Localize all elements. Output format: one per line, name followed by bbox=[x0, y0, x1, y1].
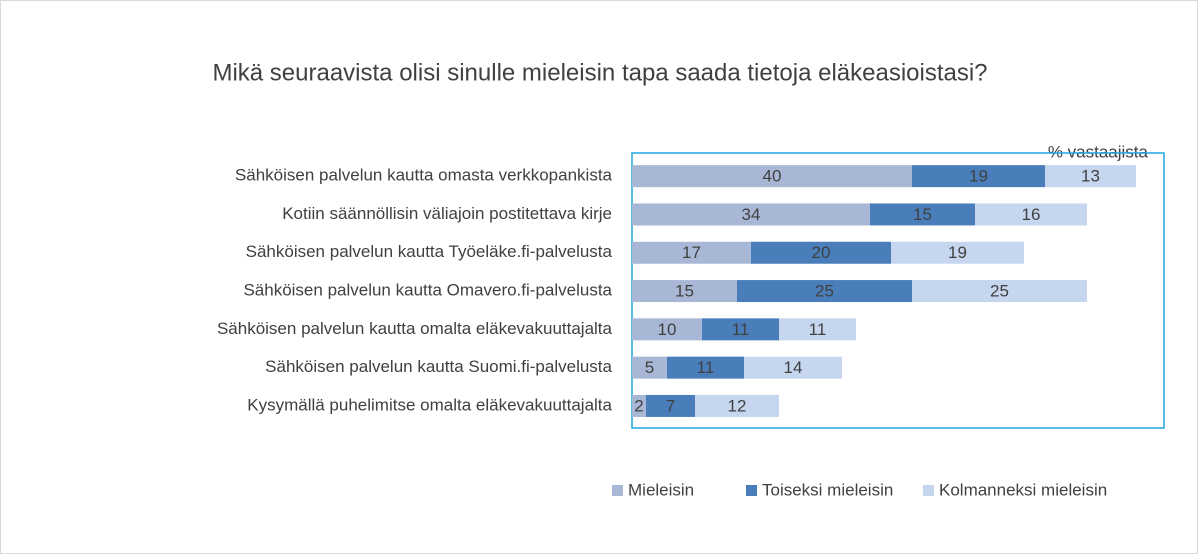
bar-segment bbox=[751, 241, 891, 264]
value-label: 34 bbox=[742, 205, 761, 224]
bar-segment bbox=[737, 280, 912, 303]
legend-label: Kolmanneksi mieleisin bbox=[939, 480, 1107, 499]
value-label: 25 bbox=[990, 282, 1009, 301]
bar-segment bbox=[870, 203, 975, 226]
category-label: Kysymällä puhelimitse omalta eläkevakuut… bbox=[247, 395, 612, 414]
value-label: 13 bbox=[1081, 167, 1100, 186]
bar-segment bbox=[702, 318, 779, 341]
bar-segment bbox=[632, 394, 646, 417]
chart-subtitle: % vastaajista bbox=[1048, 142, 1149, 161]
legend-label: Mieleisin bbox=[628, 480, 694, 499]
bar-segment bbox=[912, 165, 1045, 188]
value-label: 2 bbox=[634, 396, 643, 415]
value-label: 19 bbox=[969, 167, 988, 186]
value-label: 7 bbox=[666, 396, 675, 415]
bar-segment bbox=[667, 356, 744, 379]
category-label: Sähköisen palvelun kautta Työeläke.fi-pa… bbox=[246, 242, 613, 261]
category-label: Sähköisen palvelun kautta omalta eläkeva… bbox=[217, 319, 613, 338]
chart-title: Mikä seuraavista olisi sinulle mieleisin… bbox=[212, 59, 987, 86]
legend-swatch bbox=[612, 485, 623, 496]
category-label: Kotiin säännöllisin väliajoin postitetta… bbox=[282, 204, 612, 223]
legend-label: Toiseksi mieleisin bbox=[762, 480, 893, 499]
value-label: 11 bbox=[732, 320, 750, 339]
value-label: 11 bbox=[697, 358, 715, 377]
bar-segment bbox=[632, 203, 870, 226]
bar-segment bbox=[891, 241, 1024, 264]
value-label: 15 bbox=[913, 205, 932, 224]
category-label: Sähköisen palvelun kautta omasta verkkop… bbox=[235, 166, 613, 185]
value-label: 10 bbox=[658, 320, 677, 339]
value-label: 5 bbox=[645, 358, 654, 377]
bar-segment bbox=[695, 394, 779, 417]
value-label: 14 bbox=[784, 358, 803, 377]
value-label: 20 bbox=[812, 243, 831, 262]
bar-segment bbox=[646, 394, 695, 417]
category-label: Sähköisen palvelun kautta Omavero.fi-pal… bbox=[243, 281, 612, 300]
value-label: 15 bbox=[675, 282, 694, 301]
bar-segment bbox=[975, 203, 1087, 226]
value-label: 12 bbox=[728, 396, 747, 415]
bar-segment bbox=[632, 165, 912, 188]
value-label: 11 bbox=[809, 320, 827, 339]
bar-segment bbox=[632, 241, 751, 264]
bar-segment bbox=[779, 318, 856, 341]
bar-segment bbox=[1045, 165, 1136, 188]
value-label: 19 bbox=[948, 243, 967, 262]
bar-segment bbox=[912, 280, 1087, 303]
bar-segment bbox=[744, 356, 842, 379]
category-label: Sähköisen palvelun kautta Suomi.fi-palve… bbox=[265, 357, 612, 376]
legend-swatch bbox=[746, 485, 757, 496]
value-label: 25 bbox=[815, 282, 834, 301]
value-label: 40 bbox=[763, 167, 782, 186]
bar-segment bbox=[632, 318, 702, 341]
bar-segment bbox=[632, 356, 667, 379]
value-label: 17 bbox=[682, 243, 701, 262]
legend-swatch bbox=[923, 485, 934, 496]
value-label: 16 bbox=[1022, 205, 1041, 224]
bar-segment bbox=[632, 280, 737, 303]
